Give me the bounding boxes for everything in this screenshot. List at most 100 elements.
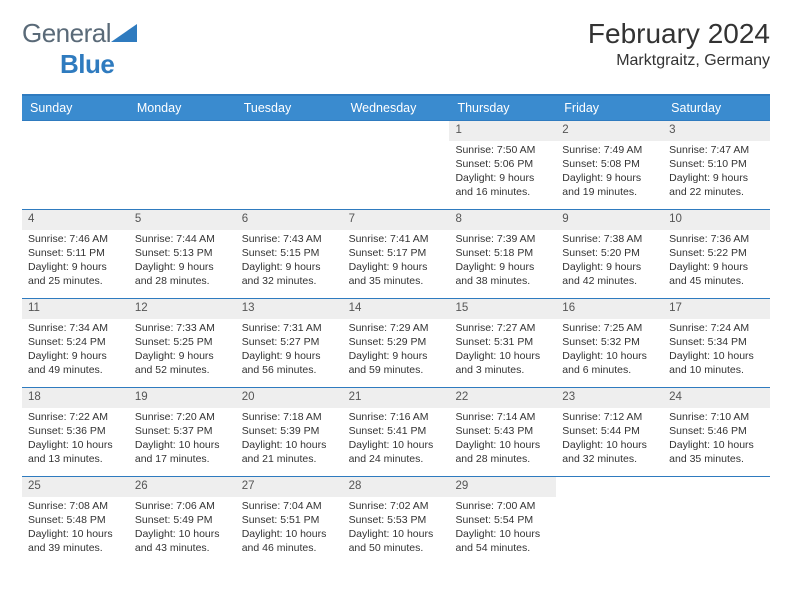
daylight-text: Daylight: 10 hours and 13 minutes. — [28, 438, 123, 466]
daylight-text: Daylight: 9 hours and 22 minutes. — [669, 171, 764, 199]
calendar-day-cell: 20Sunrise: 7:18 AMSunset: 5:39 PMDayligh… — [236, 388, 343, 476]
daylight-text: Daylight: 10 hours and 28 minutes. — [455, 438, 550, 466]
sunrise-text: Sunrise: 7:08 AM — [28, 499, 123, 513]
day-number: 7 — [343, 210, 450, 230]
day-content: Sunrise: 7:47 AMSunset: 5:10 PMDaylight:… — [663, 141, 770, 204]
daylight-text: Daylight: 10 hours and 21 minutes. — [242, 438, 337, 466]
sunrise-text: Sunrise: 7:43 AM — [242, 232, 337, 246]
daylight-text: Daylight: 10 hours and 50 minutes. — [349, 527, 444, 555]
sunrise-text: Sunrise: 7:02 AM — [349, 499, 444, 513]
calendar-day-cell: 4Sunrise: 7:46 AMSunset: 5:11 PMDaylight… — [22, 210, 129, 298]
day-content: Sunrise: 7:34 AMSunset: 5:24 PMDaylight:… — [22, 319, 129, 382]
day-number: 14 — [343, 299, 450, 319]
daylight-text: Daylight: 9 hours and 28 minutes. — [135, 260, 230, 288]
sunrise-text: Sunrise: 7:33 AM — [135, 321, 230, 335]
daylight-text: Daylight: 9 hours and 59 minutes. — [349, 349, 444, 377]
day-number: 24 — [663, 388, 770, 408]
calendar-day-cell: 13Sunrise: 7:31 AMSunset: 5:27 PMDayligh… — [236, 299, 343, 387]
sunset-text: Sunset: 5:11 PM — [28, 246, 123, 260]
day-number: 26 — [129, 477, 236, 497]
sunset-text: Sunset: 5:32 PM — [562, 335, 657, 349]
calendar-header-cell: Monday — [129, 96, 236, 120]
calendar-day-cell — [236, 121, 343, 209]
daylight-text: Daylight: 9 hours and 49 minutes. — [28, 349, 123, 377]
sunrise-text: Sunrise: 7:14 AM — [455, 410, 550, 424]
sunset-text: Sunset: 5:48 PM — [28, 513, 123, 527]
calendar-header-row: SundayMondayTuesdayWednesdayThursdayFrid… — [22, 96, 770, 120]
brand-text-1: General — [22, 18, 111, 48]
calendar-header-cell: Thursday — [449, 96, 556, 120]
day-number: 25 — [22, 477, 129, 497]
daylight-text: Daylight: 10 hours and 6 minutes. — [562, 349, 657, 377]
calendar-day-cell: 23Sunrise: 7:12 AMSunset: 5:44 PMDayligh… — [556, 388, 663, 476]
daylight-text: Daylight: 9 hours and 38 minutes. — [455, 260, 550, 288]
sunset-text: Sunset: 5:29 PM — [349, 335, 444, 349]
day-number: 6 — [236, 210, 343, 230]
sunrise-text: Sunrise: 7:44 AM — [135, 232, 230, 246]
sunrise-text: Sunrise: 7:27 AM — [455, 321, 550, 335]
sunset-text: Sunset: 5:37 PM — [135, 424, 230, 438]
daylight-text: Daylight: 10 hours and 46 minutes. — [242, 527, 337, 555]
calendar-day-cell: 6Sunrise: 7:43 AMSunset: 5:15 PMDaylight… — [236, 210, 343, 298]
calendar-day-cell: 12Sunrise: 7:33 AMSunset: 5:25 PMDayligh… — [129, 299, 236, 387]
day-number: 11 — [22, 299, 129, 319]
day-number: 17 — [663, 299, 770, 319]
calendar-day-cell: 25Sunrise: 7:08 AMSunset: 5:48 PMDayligh… — [22, 477, 129, 565]
day-number: 8 — [449, 210, 556, 230]
sunset-text: Sunset: 5:49 PM — [135, 513, 230, 527]
daylight-text: Daylight: 9 hours and 42 minutes. — [562, 260, 657, 288]
day-number: 29 — [449, 477, 556, 497]
day-content: Sunrise: 7:08 AMSunset: 5:48 PMDaylight:… — [22, 497, 129, 560]
daylight-text: Daylight: 10 hours and 10 minutes. — [669, 349, 764, 377]
sunrise-text: Sunrise: 7:06 AM — [135, 499, 230, 513]
sunset-text: Sunset: 5:36 PM — [28, 424, 123, 438]
day-content: Sunrise: 7:22 AMSunset: 5:36 PMDaylight:… — [22, 408, 129, 471]
day-content: Sunrise: 7:38 AMSunset: 5:20 PMDaylight:… — [556, 230, 663, 293]
calendar-week-row: 18Sunrise: 7:22 AMSunset: 5:36 PMDayligh… — [22, 387, 770, 476]
day-number: 18 — [22, 388, 129, 408]
sunset-text: Sunset: 5:08 PM — [562, 157, 657, 171]
day-number: 27 — [236, 477, 343, 497]
day-content: Sunrise: 7:10 AMSunset: 5:46 PMDaylight:… — [663, 408, 770, 471]
calendar-day-cell — [129, 121, 236, 209]
calendar-day-cell: 24Sunrise: 7:10 AMSunset: 5:46 PMDayligh… — [663, 388, 770, 476]
calendar-header-cell: Sunday — [22, 96, 129, 120]
calendar-day-cell: 10Sunrise: 7:36 AMSunset: 5:22 PMDayligh… — [663, 210, 770, 298]
day-number: 2 — [556, 121, 663, 141]
day-content: Sunrise: 7:39 AMSunset: 5:18 PMDaylight:… — [449, 230, 556, 293]
calendar-day-cell: 3Sunrise: 7:47 AMSunset: 5:10 PMDaylight… — [663, 121, 770, 209]
daylight-text: Daylight: 9 hours and 32 minutes. — [242, 260, 337, 288]
calendar-day-cell: 29Sunrise: 7:00 AMSunset: 5:54 PMDayligh… — [449, 477, 556, 565]
calendar-header-cell: Friday — [556, 96, 663, 120]
day-number: 21 — [343, 388, 450, 408]
brand-triangle-icon — [111, 18, 137, 48]
daylight-text: Daylight: 9 hours and 35 minutes. — [349, 260, 444, 288]
day-number: 15 — [449, 299, 556, 319]
sunrise-text: Sunrise: 7:00 AM — [455, 499, 550, 513]
daylight-text: Daylight: 10 hours and 17 minutes. — [135, 438, 230, 466]
calendar-day-cell: 2Sunrise: 7:49 AMSunset: 5:08 PMDaylight… — [556, 121, 663, 209]
sunset-text: Sunset: 5:41 PM — [349, 424, 444, 438]
sunrise-text: Sunrise: 7:16 AM — [349, 410, 444, 424]
calendar-day-cell: 17Sunrise: 7:24 AMSunset: 5:34 PMDayligh… — [663, 299, 770, 387]
sunset-text: Sunset: 5:24 PM — [28, 335, 123, 349]
brand-text-2: Blue — [60, 49, 114, 79]
day-number: 28 — [343, 477, 450, 497]
calendar-day-cell: 7Sunrise: 7:41 AMSunset: 5:17 PMDaylight… — [343, 210, 450, 298]
day-number: 13 — [236, 299, 343, 319]
calendar-day-cell: 27Sunrise: 7:04 AMSunset: 5:51 PMDayligh… — [236, 477, 343, 565]
sunset-text: Sunset: 5:43 PM — [455, 424, 550, 438]
day-content: Sunrise: 7:44 AMSunset: 5:13 PMDaylight:… — [129, 230, 236, 293]
calendar-day-cell — [556, 477, 663, 565]
calendar-day-cell — [663, 477, 770, 565]
calendar-week-row: 11Sunrise: 7:34 AMSunset: 5:24 PMDayligh… — [22, 298, 770, 387]
sunrise-text: Sunrise: 7:49 AM — [562, 143, 657, 157]
calendar-day-cell: 26Sunrise: 7:06 AMSunset: 5:49 PMDayligh… — [129, 477, 236, 565]
sunrise-text: Sunrise: 7:46 AM — [28, 232, 123, 246]
day-content: Sunrise: 7:04 AMSunset: 5:51 PMDaylight:… — [236, 497, 343, 560]
sunrise-text: Sunrise: 7:31 AM — [242, 321, 337, 335]
day-content: Sunrise: 7:16 AMSunset: 5:41 PMDaylight:… — [343, 408, 450, 471]
day-number: 19 — [129, 388, 236, 408]
sunset-text: Sunset: 5:20 PM — [562, 246, 657, 260]
calendar-day-cell: 19Sunrise: 7:20 AMSunset: 5:37 PMDayligh… — [129, 388, 236, 476]
